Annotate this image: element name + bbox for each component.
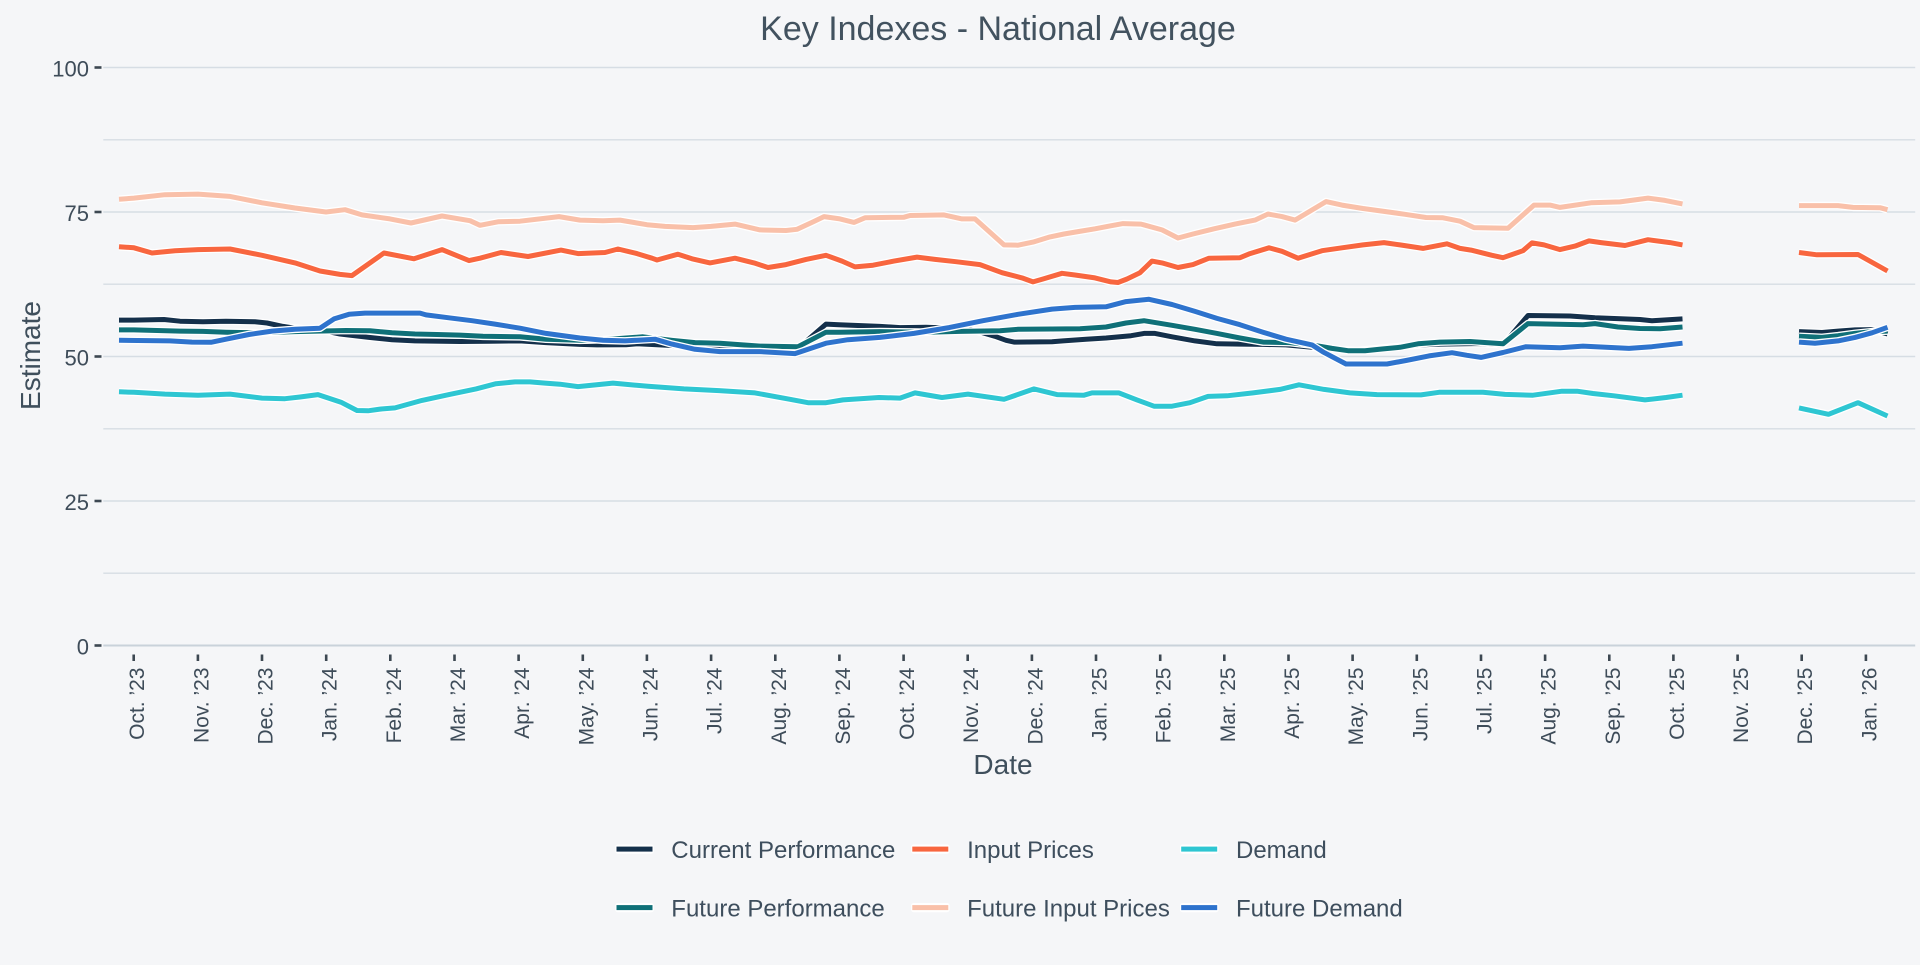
svg-text:May. ’25: May. ’25 — [1345, 668, 1368, 746]
svg-text:Demand: Demand — [1236, 837, 1327, 864]
svg-text:Dec. ’25: Dec. ’25 — [1794, 668, 1817, 745]
svg-text:Key Indexes - National Average: Key Indexes - National Average — [760, 10, 1236, 48]
svg-text:May. ’24: May. ’24 — [575, 667, 598, 745]
svg-text:Jun. ’25: Jun. ’25 — [1409, 668, 1432, 742]
svg-text:Mar. ’24: Mar. ’24 — [447, 667, 470, 742]
svg-text:Future Input Prices: Future Input Prices — [967, 896, 1170, 923]
svg-text:Sep. ’24: Sep. ’24 — [832, 667, 855, 744]
svg-text:Future Performance: Future Performance — [671, 896, 884, 923]
svg-text:Sep. ’25: Sep. ’25 — [1602, 668, 1625, 745]
svg-text:Nov. ’24: Nov. ’24 — [960, 667, 983, 743]
svg-text:Mar. ’25: Mar. ’25 — [1217, 668, 1240, 743]
svg-text:Jan. ’24: Jan. ’24 — [319, 667, 342, 741]
svg-text:100: 100 — [52, 57, 89, 82]
svg-text:Estimate: Estimate — [15, 301, 46, 410]
svg-text:Input Prices: Input Prices — [967, 837, 1094, 864]
svg-text:Jul. ’24: Jul. ’24 — [704, 667, 727, 734]
svg-text:Dec. ’24: Dec. ’24 — [1024, 667, 1047, 744]
svg-text:25: 25 — [65, 490, 89, 515]
svg-text:Jul. ’25: Jul. ’25 — [1474, 668, 1497, 735]
svg-text:75: 75 — [65, 201, 89, 226]
svg-text:Apr. ’24: Apr. ’24 — [511, 667, 534, 739]
svg-text:Feb. ’24: Feb. ’24 — [383, 667, 406, 743]
svg-text:Aug. ’25: Aug. ’25 — [1538, 668, 1561, 745]
svg-text:50: 50 — [65, 346, 89, 371]
svg-text:Future Demand: Future Demand — [1236, 896, 1403, 923]
svg-text:Jan. ’26: Jan. ’26 — [1858, 668, 1881, 742]
svg-text:Oct. ’23: Oct. ’23 — [126, 668, 149, 740]
svg-text:Nov. ’25: Nov. ’25 — [1730, 668, 1753, 743]
svg-text:Jun. ’24: Jun. ’24 — [639, 667, 662, 741]
svg-text:Current Performance: Current Performance — [671, 837, 895, 864]
svg-text:Feb. ’25: Feb. ’25 — [1153, 668, 1176, 744]
svg-text:Date: Date — [973, 749, 1032, 780]
svg-text:Oct. ’24: Oct. ’24 — [896, 667, 919, 740]
svg-text:Jan. ’25: Jan. ’25 — [1089, 668, 1112, 742]
svg-text:Nov. ’23: Nov. ’23 — [190, 668, 213, 743]
svg-text:Oct. ’25: Oct. ’25 — [1666, 668, 1689, 740]
svg-text:Dec. ’23: Dec. ’23 — [255, 668, 278, 745]
svg-text:Aug. ’24: Aug. ’24 — [768, 667, 791, 744]
svg-text:Apr. ’25: Apr. ’25 — [1281, 668, 1304, 739]
svg-text:0: 0 — [77, 635, 89, 660]
